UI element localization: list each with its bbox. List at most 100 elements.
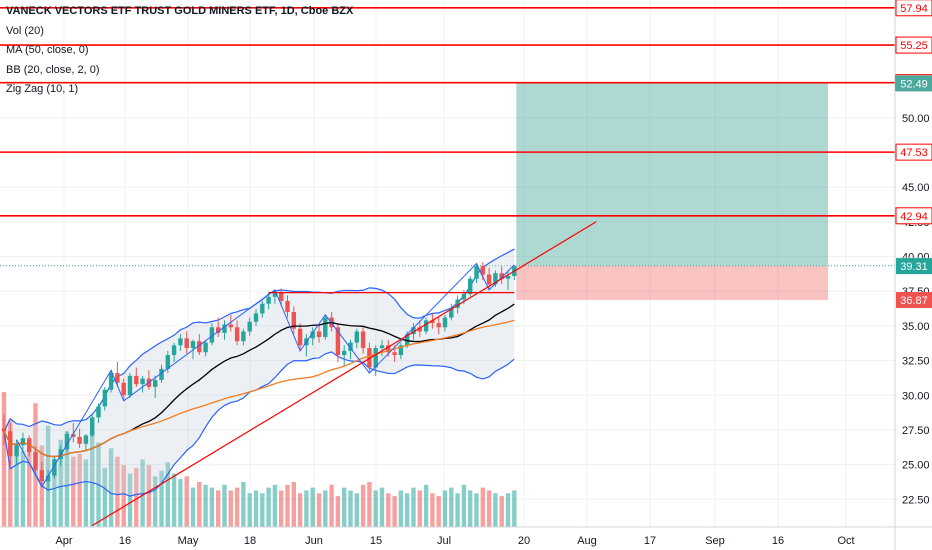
volume-bar [266,487,271,527]
candle-body [203,342,208,353]
volume-bar [411,487,416,527]
candle [90,414,95,437]
volume-bar [115,456,120,527]
volume-bar [342,487,347,527]
candle [392,345,397,362]
candle-body [165,355,170,369]
volume-bar [1,392,7,527]
candle-body [486,274,492,285]
candle-body [39,470,44,482]
volume-bar [373,490,378,527]
y-tick-label: 27.50 [902,425,930,437]
volume-bar [8,420,13,527]
volume-bar [184,476,189,527]
candle-body [354,331,359,343]
candle-body [499,273,504,279]
candle [1,414,7,446]
candle-body [234,327,240,342]
indicator-volume[interactable]: Vol (20) [6,24,44,37]
candle-body [505,275,511,279]
volume-bar [260,493,265,527]
price-badge-text: 57.94 [900,3,928,15]
candle [455,295,460,314]
volume-bar [423,484,429,527]
price-badge-level: 42.94 [895,207,932,225]
volume-bar [228,490,233,527]
price-badge-text: 42.94 [900,211,928,223]
price-badge-text: 36.87 [900,295,928,307]
x-tick-label: Sep [705,535,725,547]
candle [52,456,57,479]
price-axis: 22.5025.0027.5030.0032.5035.0037.5040.00… [894,0,932,550]
x-tick-label: 20 [518,535,530,547]
volume-bar [165,462,170,527]
candle-body [222,324,227,333]
volume-bar [480,487,485,527]
candle-body [253,313,259,322]
candle [115,361,120,387]
price-badge-target: 52.49 [896,75,932,92]
candle [209,323,215,346]
volume-bar [461,484,467,527]
indicator-zigzag[interactable]: Zig Zag (10, 1) [6,83,79,95]
candle-body [90,417,95,436]
volume-bar [197,482,202,527]
volume-bar [127,473,133,527]
price-badge-bg [895,207,932,225]
volume-bar [171,473,177,527]
volume-bar [486,490,492,527]
candle-body [121,382,126,396]
candle-body [398,345,404,356]
candle-body [247,321,252,332]
candle-body [310,331,315,339]
y-tick-label: 32.50 [902,356,930,368]
candle-body [360,331,366,349]
candle [474,263,479,283]
candle [449,303,454,321]
volume-bar [316,493,322,527]
y-tick-label: 45.00 [902,182,930,194]
long-position-zones [0,83,895,300]
indicator-bb[interactable]: BB (20, close, 2, 0) [6,63,100,76]
candle-body [108,373,114,390]
volume-bar [247,493,252,527]
volume-bar [360,484,366,527]
volume-bar [436,496,441,527]
volume-bar [20,451,26,527]
volume-bar [241,482,246,527]
candle [253,309,259,326]
volume-bar [379,487,385,527]
candle-body [348,342,353,351]
price-badge-level: 55.25 [895,36,932,54]
bb-fill [4,249,515,497]
candle [354,328,359,349]
volume-bar [64,431,70,527]
price-badge-level: 47.53 [895,143,932,161]
candle-body [379,345,385,349]
candle [379,339,385,357]
volume-bar [77,453,82,527]
candle [140,375,145,393]
candle-body [480,266,485,275]
chart-legend: VANECK VECTORS ETF TRUST GOLD MINERS ETF… [6,2,353,100]
support-trendline [91,221,597,527]
indicator-ma[interactable]: MA (50, close, 0) [6,44,89,56]
volume-bar [442,490,448,527]
candle-body [190,341,196,349]
candle-body [342,350,347,356]
candle-body [455,299,460,308]
x-tick-label: 16 [772,535,784,547]
candle [499,266,504,285]
candle-body [373,348,378,368]
volume-bar [102,467,107,527]
candle [373,345,378,376]
candle-body [386,345,391,353]
candle [279,288,284,307]
candle-body [474,266,479,279]
volume-bar [203,484,208,527]
candle [33,446,38,475]
candle-body [291,312,296,329]
